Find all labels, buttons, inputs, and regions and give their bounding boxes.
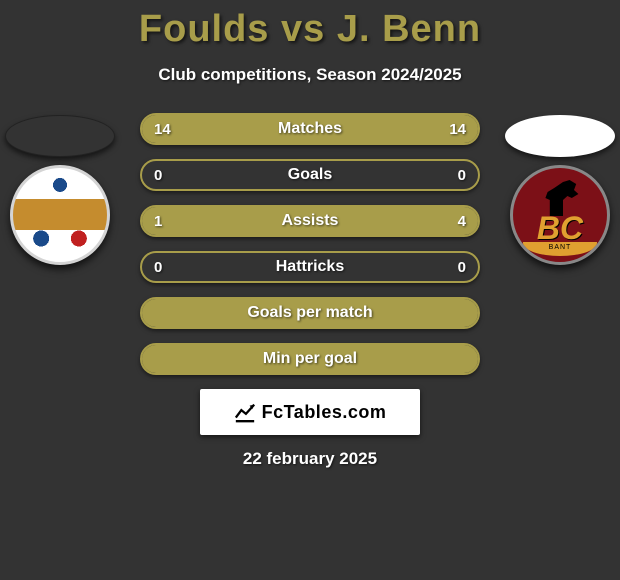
player-left-badge — [0, 115, 120, 265]
stat-label: Matches — [278, 120, 342, 138]
stat-label: Goals — [288, 166, 332, 184]
stat-label: Assists — [282, 212, 339, 230]
stat-value-left: 0 — [154, 259, 162, 276]
stat-value-right: 14 — [449, 121, 466, 138]
stat-value-left: 1 — [154, 213, 162, 230]
comparison-subtitle: Club competitions, Season 2024/2025 — [0, 65, 620, 85]
brand-text: FcTables.com — [262, 402, 387, 423]
stat-row: 1 Assists 4 — [140, 205, 480, 237]
stat-value-left: 0 — [154, 167, 162, 184]
stat-value-left: 14 — [154, 121, 171, 138]
player-right-crest: BANT — [510, 165, 610, 265]
stat-value-right: 4 — [458, 213, 466, 230]
player-right-hat — [505, 115, 615, 157]
stats-bars: 14 Matches 14 0 Goals 0 1 Assists 4 0 Hattricks 0 Go… — [140, 113, 480, 375]
player-left-hat — [5, 115, 115, 157]
stat-label: Hattricks — [276, 258, 344, 276]
player-right-badge: BANT — [500, 115, 620, 265]
player-left-crest — [10, 165, 110, 265]
stat-value-right: 0 — [458, 167, 466, 184]
stat-row: Min per goal — [140, 343, 480, 375]
comparison-date: 22 february 2025 — [0, 449, 620, 469]
chart-icon — [234, 401, 256, 423]
stat-value-right: 0 — [458, 259, 466, 276]
stat-fill-right — [209, 207, 478, 235]
stat-row: 14 Matches 14 — [140, 113, 480, 145]
stat-row: 0 Hattricks 0 — [140, 251, 480, 283]
stat-row: Goals per match — [140, 297, 480, 329]
stat-label: Goals per match — [247, 304, 372, 322]
brand-badge: FcTables.com — [200, 389, 420, 435]
crest-right-banner: BANT — [523, 242, 597, 256]
stat-row: 0 Goals 0 — [140, 159, 480, 191]
stat-label: Min per goal — [263, 350, 357, 368]
stat-fill-left — [142, 207, 209, 235]
comparison-title: Foulds vs J. Benn — [0, 0, 620, 51]
